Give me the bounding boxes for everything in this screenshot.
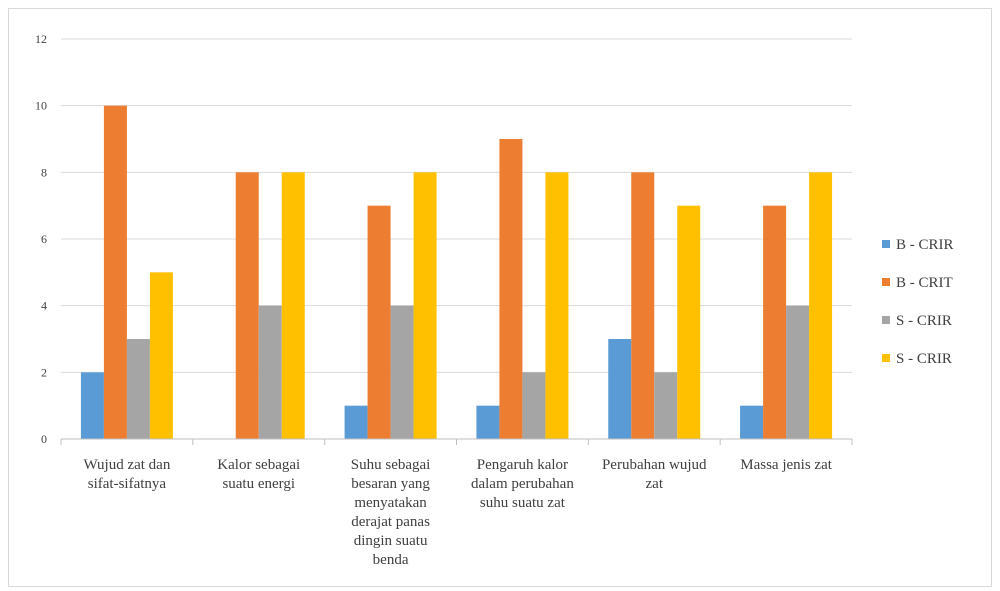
y-tick-label: 0 xyxy=(41,432,47,446)
y-tick-label: 8 xyxy=(41,165,47,179)
bar xyxy=(763,205,787,439)
bar xyxy=(476,405,500,439)
bar xyxy=(80,372,104,439)
category-label-line: suhu suatu zat xyxy=(480,495,566,511)
bar xyxy=(631,172,655,440)
bar-chart: 0 2 4 6 8 10 12 Wujud zat dan sifat-sifatnya Kal… xyxy=(35,32,954,568)
bar xyxy=(281,172,305,440)
bar xyxy=(149,272,173,439)
category-label-line: Massa jenis zat xyxy=(740,457,832,473)
bar xyxy=(545,172,569,440)
category-label-line: suatu energi xyxy=(222,476,295,492)
legend: B - CRIR B - CRIT S - CRIR S - CRIR xyxy=(882,237,954,367)
category-label: Perubahan wujud zat xyxy=(602,457,707,492)
legend-swatch xyxy=(882,278,890,286)
bar xyxy=(809,172,833,440)
legend-label: B - CRIT xyxy=(896,275,953,291)
legend-label: S - CRIR xyxy=(896,351,952,367)
legend-swatch xyxy=(882,240,890,248)
bars xyxy=(80,105,833,440)
y-axis: 0 2 4 6 8 10 12 xyxy=(35,32,47,446)
bar xyxy=(677,205,701,439)
bar xyxy=(740,405,764,439)
category-label-line: dalam perubahan xyxy=(471,476,574,492)
category-label-line: besaran yang xyxy=(351,476,430,492)
y-tick-label: 12 xyxy=(35,32,47,46)
chart-frame: 0 2 4 6 8 10 12 Wujud zat dan sifat-sifatnya Kal… xyxy=(8,8,992,587)
y-tick-label: 2 xyxy=(41,365,47,379)
legend-label: S - CRIR xyxy=(896,313,952,329)
bar xyxy=(499,139,523,439)
category-label: Wujud zat dan sifat-sifatnya xyxy=(83,457,170,492)
category-label: Pengaruh kalor dalam perubahan suhu suatu … xyxy=(471,457,574,511)
category-label-line: Wujud zat dan xyxy=(83,457,170,473)
category-label-line: Suhu sebagai xyxy=(351,457,431,473)
category-label-line: menyatakan xyxy=(354,495,427,511)
y-tick-label: 10 xyxy=(35,99,47,113)
bar xyxy=(235,172,259,440)
category-label-line: dingin suatu xyxy=(354,533,428,549)
gridlines xyxy=(61,38,852,440)
category-label: Massa jenis zat xyxy=(740,457,832,473)
category-label: Suhu sebagai besaran yang menyatakan deraja… xyxy=(351,457,431,568)
bar xyxy=(367,205,391,439)
category-label-line: Kalor sebagai xyxy=(217,457,300,473)
bar xyxy=(608,339,632,439)
x-axis: Wujud zat dan sifat-sifatnya Kalor sebagai… xyxy=(60,438,853,568)
bar xyxy=(126,339,150,439)
legend-label: B - CRIR xyxy=(896,237,954,253)
category-label-line: Perubahan wujud xyxy=(602,457,707,473)
category-label-line: sifat-sifatnya xyxy=(88,476,167,492)
bar xyxy=(103,105,127,440)
bar xyxy=(258,305,282,439)
y-tick-label: 4 xyxy=(41,299,47,313)
bar xyxy=(654,372,678,439)
y-tick-label: 6 xyxy=(41,232,47,246)
bar xyxy=(786,305,810,439)
category-label-line: derajat panas xyxy=(351,514,430,530)
bar xyxy=(522,372,546,439)
category-label-line: zat xyxy=(646,476,664,492)
category-label-line: benda xyxy=(373,552,409,568)
category-label-line: Pengaruh kalor xyxy=(477,457,568,473)
category-label: Kalor sebagai suatu energi xyxy=(217,457,300,492)
bar xyxy=(390,305,414,439)
bar xyxy=(344,405,368,439)
legend-swatch xyxy=(882,316,890,324)
bar xyxy=(413,172,437,440)
legend-swatch xyxy=(882,354,890,362)
